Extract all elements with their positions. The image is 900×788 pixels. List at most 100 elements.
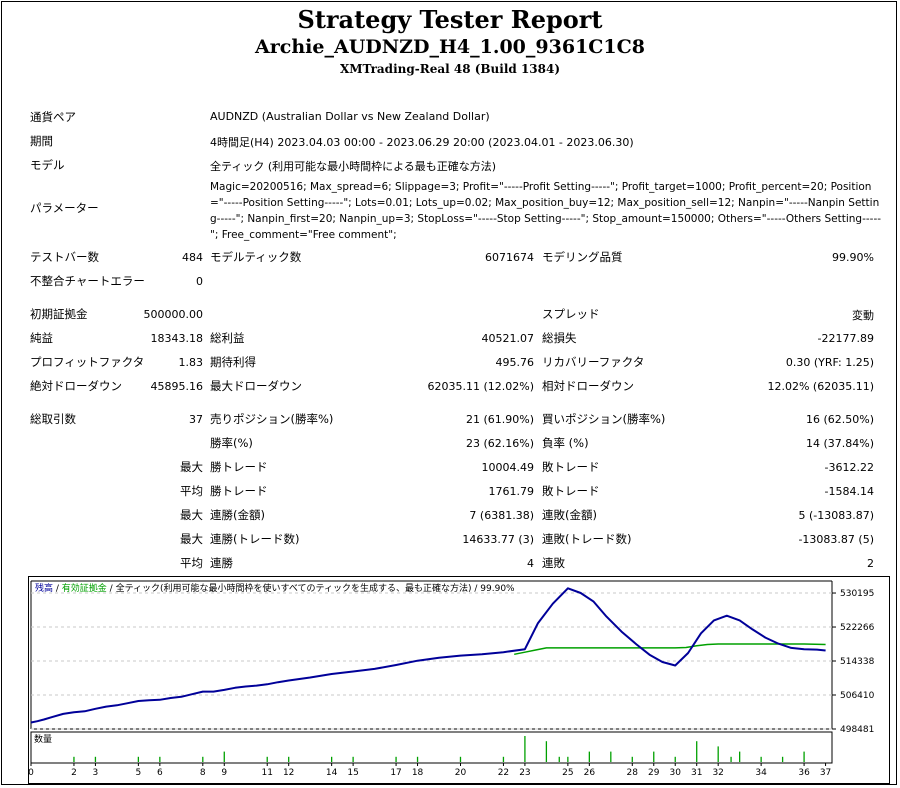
deposit-label: 初期証拠金 (30, 307, 88, 321)
quality-label: モデリング品質 (542, 250, 623, 264)
spread-label: スプレッド (542, 307, 600, 321)
recovery-label: リカバリーファクタ (542, 355, 645, 369)
net-profit-label: 純益 (30, 331, 53, 345)
avg-label: 平均 (180, 484, 203, 498)
win-rate-label: 勝率(%) (210, 436, 253, 450)
volume-bars (73, 736, 805, 762)
ticks-value: 6071674 (485, 251, 534, 264)
legend-sep-1: / (53, 584, 62, 594)
cons-loss-trades-value: -13083.87 (5) (798, 533, 874, 546)
avg-cons-loss-label: 連敗 (542, 556, 565, 570)
x-tick-label: 6 (157, 768, 163, 778)
y-tick-label: 506410 (840, 691, 875, 701)
avg-cons-win-label: 連勝 (210, 556, 233, 570)
legend-sep-3: / (472, 584, 481, 594)
grid-layer (31, 592, 832, 730)
report-title: Strategy Tester Report (297, 5, 603, 34)
spread-value: 変動 (852, 309, 874, 322)
max-drawdown-value: 62035.11 (12.02%) (427, 380, 534, 393)
cons-win-trades-label: 連勝(トレード数) (210, 532, 300, 546)
max-win-trade-label: 勝トレード (210, 460, 268, 474)
x-tick-label: 9 (221, 768, 227, 778)
net-profit-value: 18343.18 (150, 332, 204, 345)
avg-win-trade-label: 勝トレード (210, 484, 268, 498)
x-tick-label: 20 (455, 768, 467, 778)
legend-quality: 99.90% (480, 584, 515, 594)
params-value: Magic=20200516; Max_spread=6; Slippage=3… (210, 181, 882, 241)
cons-win-amount-value: 7 (6381.38) (469, 509, 534, 522)
cons-win-amount-label: 連勝(金額) (210, 508, 265, 522)
legend-sep-2: / (107, 584, 116, 594)
series-lines (30, 587, 826, 724)
avg-loss-trade-value: -1584.14 (824, 485, 874, 498)
x-tick-label: 34 (755, 768, 767, 778)
x-tick-label: 2 (71, 768, 77, 778)
x-tick-label: 5 (136, 768, 142, 778)
x-tick-label: 12 (283, 768, 294, 778)
legend-model: 全ティック(利用可能な最小時間枠を使いすべてのティックを生成する、最も正確な方法… (116, 582, 472, 594)
equity-line (514, 643, 826, 656)
short-positions-value: 21 (61.90%) (465, 413, 534, 426)
y-tick-label: 514338 (840, 657, 875, 667)
x-tick-label: 3 (93, 768, 99, 778)
short-positions-label: 売りポジション(勝率%) (210, 412, 334, 426)
server-build: XMTrading-Real 48 (Build 1384) (339, 62, 561, 76)
balance-chart: 530195 522266 514338 506410 498481 0 2 3 5 6 8 9 11… (28, 576, 890, 784)
x-tick-label: 26 (584, 768, 596, 778)
x-tick-label: 23 (519, 768, 530, 778)
max-loss-trade-value: -3612.22 (824, 461, 874, 474)
recovery-value: 0.30 (YRF: 1.25) (785, 356, 874, 369)
cons-win-trades-value: 14633.77 (3) (462, 533, 534, 546)
avg-cons-win-value: 4 (527, 557, 534, 570)
expert-name: Archie_AUDNZD_H4_1.00_9361C1C8 (255, 36, 645, 58)
avg-win-trade-value: 1761.79 (488, 485, 535, 498)
ticks-label: モデルティック数 (210, 250, 302, 264)
abs-drawdown-label: 絶対ドローダウン (30, 379, 122, 393)
x-tick-label: 0 (28, 768, 34, 778)
abs-drawdown-value: 45895.16 (150, 380, 204, 393)
quality-value: 99.90% (832, 251, 874, 264)
loss-rate-label: 負率 (%) (542, 436, 589, 450)
rel-drawdown-value: 12.02% (62035.11) (767, 380, 874, 393)
rel-drawdown-label: 相対ドローダウン (542, 379, 634, 393)
x-tick-label: 32 (712, 768, 723, 778)
expected-payoff-value: 495.76 (495, 356, 535, 369)
x-tick-label: 30 (670, 768, 682, 778)
legend-equity: 有効証拠金 (62, 582, 107, 594)
x-tick-label: 25 (562, 768, 573, 778)
legend-balance: 残高 (35, 582, 53, 594)
period-label: 期間 (30, 134, 53, 148)
volume-label: 数量 (34, 733, 52, 745)
cons-loss-trades-label: 連敗(トレード数) (542, 532, 632, 546)
x-tick-label: 31 (691, 768, 702, 778)
mismatch-label: 不整合チャートエラー (30, 274, 145, 288)
loss-rate-value: 14 (37.84%) (805, 437, 874, 450)
gross-loss-value: -22177.89 (817, 332, 874, 345)
x-tick-label: 18 (412, 768, 424, 778)
x-tick-label: 37 (820, 768, 831, 778)
deposit-value: 500000.00 (143, 308, 204, 321)
chart-border (28, 576, 890, 784)
expected-payoff-label: 期待利得 (210, 355, 256, 369)
profit-factor-label: プロフィットファクタ (30, 355, 145, 369)
symbol-label: 通貨ペア (30, 110, 76, 124)
max-drawdown-label: 最大ドローダウン (210, 379, 302, 393)
x-tick-label: 11 (261, 768, 272, 778)
x-tick-label: 8 (200, 768, 206, 778)
params-label: パラメーター (30, 201, 99, 215)
max-label-3: 最大 (180, 532, 203, 546)
cons-loss-amount-label: 連敗(金額) (542, 508, 597, 522)
y-tick-label: 530195 (840, 589, 874, 599)
avg-loss-trade-label: 敗トレード (542, 484, 600, 498)
y-tick-label: 522266 (840, 623, 875, 633)
x-tick-label: 15 (347, 768, 358, 778)
y-tick-label: 498481 (840, 725, 874, 735)
x-tick-label: 22 (498, 768, 509, 778)
gross-loss-label: 総損失 (542, 331, 577, 345)
avg-cons-loss-value: 2 (867, 557, 874, 570)
total-trades-label: 総取引数 (30, 412, 76, 426)
avg-label-2: 平均 (180, 556, 203, 570)
max-win-trade-value: 10004.49 (481, 461, 535, 474)
